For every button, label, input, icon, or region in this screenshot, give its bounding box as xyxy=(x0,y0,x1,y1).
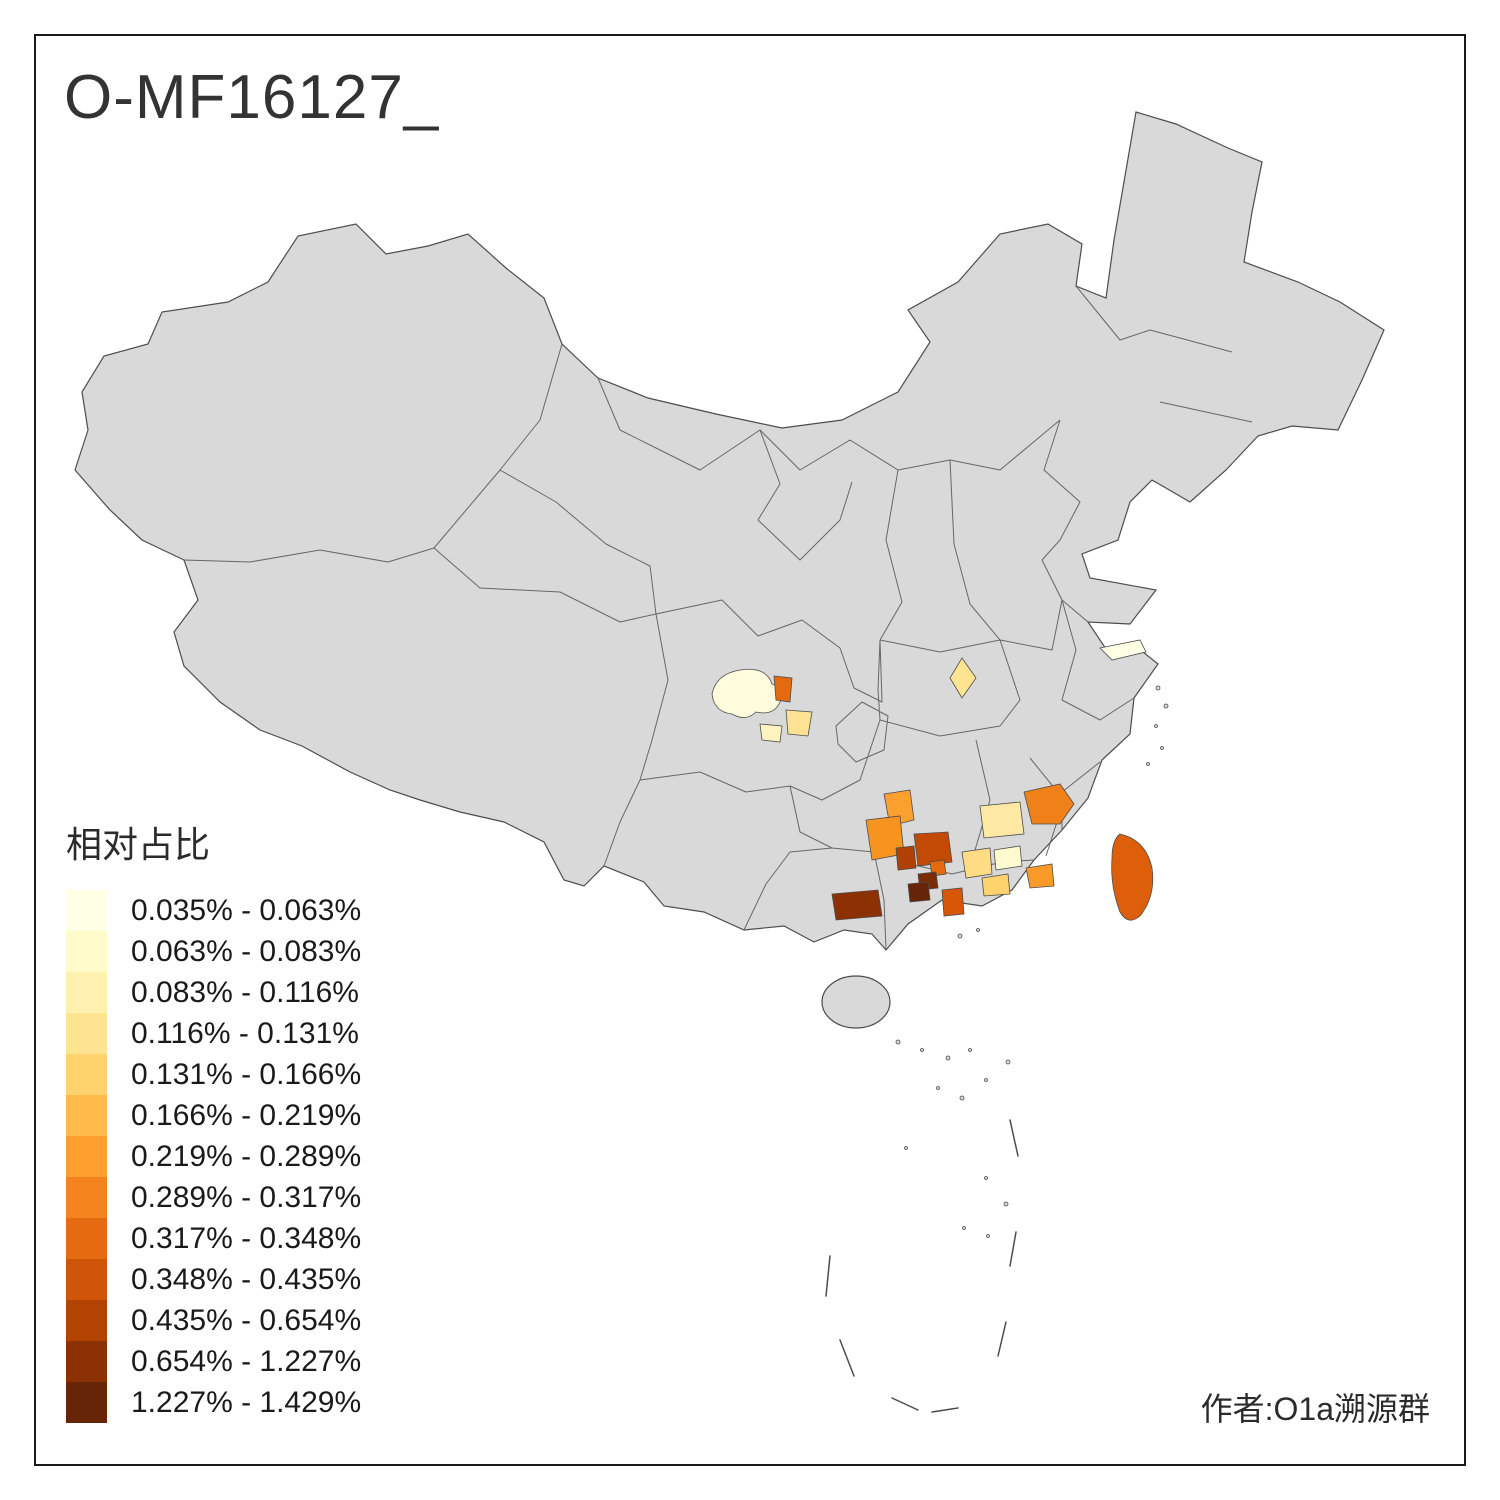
legend-swatch xyxy=(66,1054,107,1095)
legend-row: 0.435% - 0.654% xyxy=(66,1300,446,1341)
legend-row: 0.317% - 0.348% xyxy=(66,1218,446,1259)
legend-label: 0.035% - 0.063% xyxy=(131,893,362,927)
legend-label: 0.166% - 0.219% xyxy=(131,1098,362,1132)
coastal-islands xyxy=(957,685,1169,939)
colored-regions xyxy=(711,639,1147,921)
legend-row: 0.131% - 0.166% xyxy=(66,1054,446,1095)
legend-label: 0.063% - 0.083% xyxy=(131,934,362,968)
map-region-guangxi-west-brown xyxy=(831,889,883,921)
map-region-sichuan-south-pale xyxy=(759,723,783,743)
map-region-hunan-northeast-pale xyxy=(979,801,1025,839)
legend-swatch xyxy=(66,1218,107,1259)
map-region-shanghai-cream xyxy=(1099,639,1147,661)
legend-swatch xyxy=(66,1341,107,1382)
legend-row: 0.035% - 0.063% xyxy=(66,890,446,931)
legend-label: 0.654% - 1.227% xyxy=(131,1344,362,1378)
legend-swatch xyxy=(66,1013,107,1054)
legend-swatch xyxy=(66,931,107,972)
nine-dash-line xyxy=(825,1119,1019,1413)
legend-row: 0.654% - 1.227% xyxy=(66,1341,446,1382)
map-region-guangdong-west-pale xyxy=(961,847,993,879)
legend-swatch xyxy=(66,1136,107,1177)
legend-label: 0.435% - 0.654% xyxy=(131,1303,362,1337)
legend-swatch xyxy=(66,1382,107,1423)
mainland-china xyxy=(74,111,1385,951)
legend-title: 相对占比 xyxy=(66,824,211,865)
legend-row: 0.348% - 0.435% xyxy=(66,1259,446,1300)
map-region-hunan-south-darkorange xyxy=(913,831,953,867)
legend-row: 0.063% - 0.083% xyxy=(66,931,446,972)
legend-items: 0.035% - 0.063% 0.063% - 0.083% 0.083% - 0… xyxy=(66,890,446,1423)
legend-label: 0.317% - 0.348% xyxy=(131,1221,362,1255)
map-region-guangxi-center-darkest xyxy=(907,881,931,903)
legend-swatch xyxy=(66,1300,107,1341)
legend-swatch xyxy=(66,1259,107,1300)
map-region-guangdong-east-orange xyxy=(1025,863,1055,889)
map-region-guangdong-north-cream xyxy=(993,845,1023,871)
legend-row: 0.083% - 0.116% xyxy=(66,972,446,1013)
map-region-sichuan-west-cream xyxy=(711,668,784,718)
legend-swatch xyxy=(66,890,107,931)
map-region-guangdong-center-yellow xyxy=(981,873,1011,897)
legend-label: 0.131% - 0.166% xyxy=(131,1057,362,1091)
legend-label: 1.227% - 1.429% xyxy=(131,1385,362,1419)
legend-label: 0.219% - 0.289% xyxy=(131,1139,362,1173)
legend-swatch xyxy=(66,1095,107,1136)
legend: 相对占比 0.035% - 0.063% 0.063% - 0.083% 0.083… xyxy=(66,816,446,1423)
legend-row: 0.166% - 0.219% xyxy=(66,1095,446,1136)
map-region-guangxi-northeast-darkorange xyxy=(895,845,917,871)
legend-row: 1.227% - 1.429% xyxy=(66,1382,446,1423)
legend-swatch xyxy=(66,972,107,1013)
map-region-hubei-pale xyxy=(949,657,977,699)
map-region-guangxi-southeast-orange xyxy=(941,887,965,917)
map-region-sichuan-southeast-pale xyxy=(785,709,813,737)
legend-row: 0.219% - 0.289% xyxy=(66,1136,446,1177)
legend-swatch xyxy=(66,1177,107,1218)
hainan-island xyxy=(821,975,891,1029)
south-china-sea-islands xyxy=(825,1039,1019,1413)
map-region-jiangxi-fujian-orange xyxy=(1023,783,1075,825)
author-credit: 作者:O1a溯源群 xyxy=(1200,1391,1430,1427)
legend-label: 0.083% - 0.116% xyxy=(131,975,359,1009)
legend-label: 0.348% - 0.435% xyxy=(131,1262,362,1296)
legend-label: 0.289% - 0.317% xyxy=(131,1180,362,1214)
legend-row: 0.116% - 0.131% xyxy=(66,1013,446,1054)
legend-row: 0.289% - 0.317% xyxy=(66,1177,446,1218)
map-region-sichuan-center-orange xyxy=(773,675,793,703)
plot-title: O-MF16127_ xyxy=(64,63,440,132)
legend-label: 0.116% - 0.131% xyxy=(131,1016,359,1050)
map-region-taiwan xyxy=(1111,833,1154,921)
